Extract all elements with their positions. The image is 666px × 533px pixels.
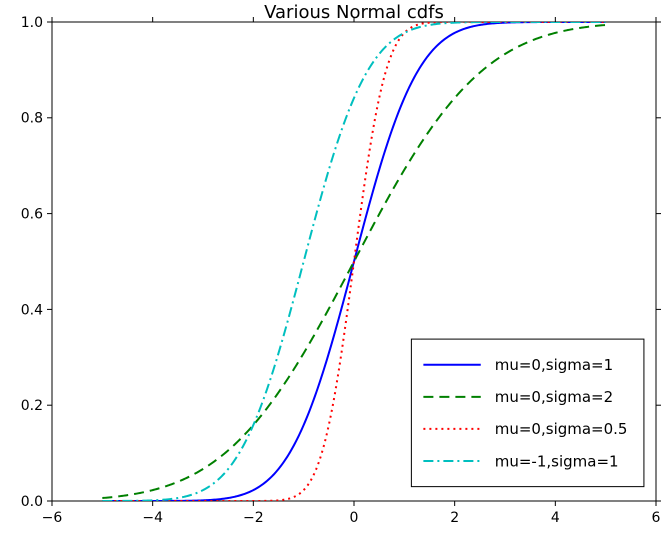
legend-label: mu=0,sigma=2 (495, 388, 613, 406)
y-tick-label: 0.8 (21, 111, 43, 127)
y-tick-label: 0.2 (21, 398, 43, 414)
y-tick-label: 0.4 (21, 302, 43, 318)
x-tick-label: −4 (142, 510, 163, 526)
legend-label: mu=0,sigma=1 (495, 356, 613, 374)
legend: mu=0,sigma=1 mu=0,sigma=2 mu=0,sigma=0.5 mu… (411, 339, 644, 487)
legend-label: mu=0,sigma=0.5 (495, 420, 628, 438)
x-tick-label: 6 (652, 510, 661, 526)
chart-container: −6 −4 −2 0 2 4 6 0.0 0.2 0.4 0.6 0.8 1.0 Various Norm… (0, 0, 666, 533)
x-tick-label: 0 (350, 510, 359, 526)
x-tick-label: −6 (42, 510, 63, 526)
y-tick-label: 0.6 (21, 207, 43, 223)
x-tick-label: 4 (551, 510, 560, 526)
y-tick-label: 0.0 (21, 494, 43, 510)
x-tick-label: −2 (243, 510, 264, 526)
normal-cdf-chart: −6 −4 −2 0 2 4 6 0.0 0.2 0.4 0.6 0.8 1.0 Various Norm… (0, 0, 666, 533)
x-tick-label: 2 (450, 510, 459, 526)
legend-label: mu=-1,sigma=1 (495, 452, 619, 470)
chart-title: Various Normal cdfs (264, 2, 444, 23)
y-tick-label: 1.0 (21, 15, 43, 31)
